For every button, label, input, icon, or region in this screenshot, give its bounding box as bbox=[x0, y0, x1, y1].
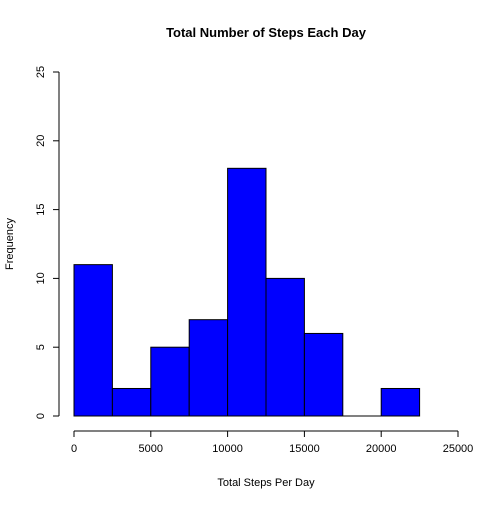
y-tick-label: 0 bbox=[35, 413, 47, 419]
y-axis-label: Frequency bbox=[4, 218, 16, 270]
x-tick-label: 15000 bbox=[289, 443, 320, 455]
x-tick-label: 20000 bbox=[366, 443, 397, 455]
y-tick-label: 20 bbox=[35, 135, 47, 147]
x-tick-label: 0 bbox=[71, 443, 77, 455]
x-tick-label: 25000 bbox=[443, 443, 474, 455]
y-tick-label: 10 bbox=[35, 272, 47, 284]
y-tick-label: 5 bbox=[35, 344, 47, 350]
histogram-bar bbox=[150, 346, 190, 417]
x-axis-label: Total Steps Per Day bbox=[217, 477, 315, 489]
histogram-bar bbox=[188, 319, 229, 417]
histogram-bar bbox=[265, 277, 305, 417]
x-axis: 0 5000 10000 15000 20000 25000 bbox=[71, 430, 474, 455]
y-tick-label: 25 bbox=[35, 66, 47, 78]
chart-title: Total Number of Steps Each Day bbox=[166, 25, 367, 40]
histogram-bar bbox=[380, 387, 421, 417]
histogram-bar bbox=[73, 264, 113, 417]
histogram-bar bbox=[303, 332, 344, 417]
histogram-bar bbox=[227, 167, 267, 417]
x-tick-label: 5000 bbox=[139, 443, 163, 455]
y-axis: 0 5 10 15 20 25 bbox=[35, 66, 60, 419]
y-tick-label: 15 bbox=[35, 203, 47, 215]
bars-layer bbox=[73, 167, 421, 417]
histogram-bar bbox=[111, 387, 152, 417]
x-tick-label: 10000 bbox=[212, 443, 243, 455]
